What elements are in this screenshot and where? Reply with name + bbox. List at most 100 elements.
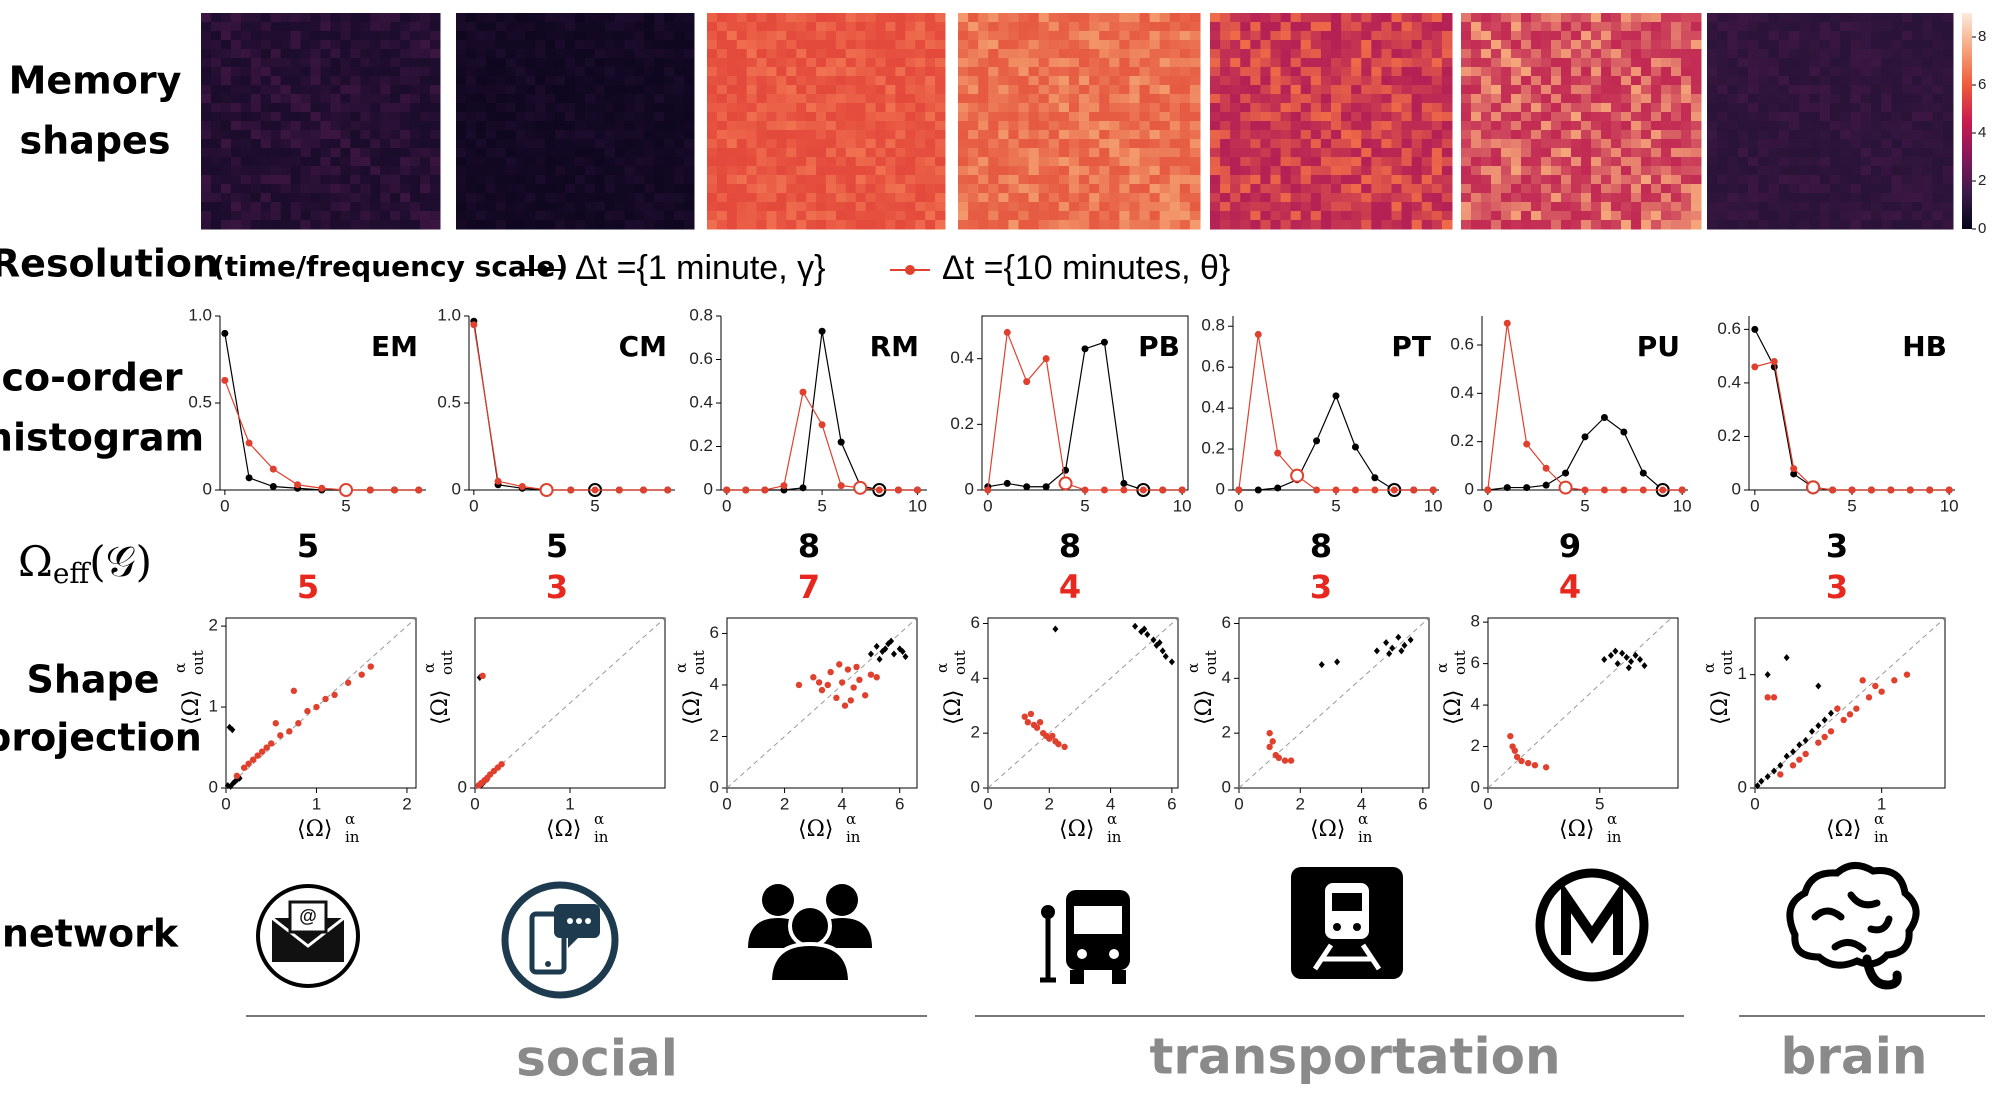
point: [818, 686, 826, 694]
heatmap-cell: [1571, 94, 1582, 104]
heatmap-cell: [1932, 31, 1944, 41]
heatmap-cell: [360, 202, 371, 212]
heatmap-cell: [1809, 193, 1821, 203]
heatmap-cell: [1611, 67, 1622, 77]
heatmap-cell: [1371, 31, 1382, 41]
heatmap-cell: [1581, 121, 1592, 131]
heatmap-cell: [310, 94, 321, 104]
heatmap-cell: [746, 202, 758, 212]
heatmap-cell: [1038, 40, 1050, 50]
heatmap-cell: [475, 22, 487, 32]
heatmap-cell: [1018, 148, 1030, 158]
heatmap-cell: [1421, 76, 1433, 86]
heatmap-cell: [1210, 220, 1221, 230]
heatmap-cell: [1707, 22, 1718, 32]
heatmap-cell: [1250, 94, 1261, 104]
heatmap-cell: [505, 130, 516, 140]
heatmap-cell: [1581, 22, 1592, 32]
heatmap-cell: [707, 85, 718, 95]
heatmap-cell: [684, 193, 695, 203]
heatmap-cell: [1371, 166, 1382, 176]
heatmap-cell: [1671, 148, 1682, 158]
heatmap-cell: [1401, 157, 1413, 167]
heatmap-cell: [664, 13, 675, 23]
heatmap-cell: [1079, 85, 1090, 95]
heatmap-cell: [575, 67, 586, 77]
heatmap-cell: [1401, 40, 1413, 50]
heatmap-cell: [456, 58, 467, 68]
heatmap-cell: [1942, 67, 1954, 77]
heatmap-cell: [1571, 157, 1582, 167]
heatmap-cell: [280, 94, 292, 104]
heatmap-cell: [875, 49, 886, 59]
point: [1796, 756, 1803, 763]
heatmap-cell: [664, 40, 675, 50]
heatmap-cell: [1471, 22, 1482, 32]
heatmap-cell: [826, 76, 837, 86]
heatmap-cell: [895, 211, 906, 221]
heatmap-cell: [1018, 103, 1030, 113]
heatmap-cell: [1541, 193, 1552, 203]
heatmap-cell: [280, 49, 292, 59]
heatmap-cell: [1391, 85, 1403, 95]
point: [1081, 345, 1089, 353]
heatmap-cell: [1109, 139, 1120, 149]
heatmap-cell: [430, 94, 441, 104]
heatmap-cell: [1737, 13, 1749, 23]
heatmap-cell: [1591, 166, 1602, 176]
heatmap-cell: [220, 85, 232, 95]
heatmap-cell: [1341, 94, 1352, 104]
heatmap-cell: [1290, 112, 1302, 122]
heatmap-cell: [1431, 49, 1443, 59]
heatmap-cell: [1099, 130, 1110, 140]
heatmap-cell: [1310, 49, 1322, 59]
heatmap-cell: [1331, 85, 1342, 95]
heatmap-cell: [390, 85, 401, 95]
heatmap-cell: [515, 85, 526, 95]
heatmap-cell: [988, 166, 999, 176]
heatmap-cell: [370, 130, 381, 140]
heatmap-cell: [1768, 103, 1780, 113]
point: [876, 655, 883, 663]
heatmap-cell: [1481, 148, 1492, 158]
heatmap-cell: [1809, 49, 1821, 59]
point: [1764, 694, 1771, 701]
heatmap-cell: [925, 103, 936, 113]
heatmap-cell: [756, 103, 767, 113]
heatmap-cell: [1018, 121, 1030, 131]
heatmap-cell: [1260, 175, 1271, 185]
heatmap-cell: [1511, 94, 1522, 104]
heatmap-cell: [978, 40, 989, 50]
heatmap-cell: [1220, 121, 1231, 131]
heatmap-cell: [855, 184, 867, 194]
heatmap-cell: [726, 85, 738, 95]
heatmap-cell: [1789, 121, 1800, 131]
heatmap-cell: [1018, 22, 1030, 32]
heatmap-cell: [624, 211, 635, 221]
heatmap-cell: [746, 85, 758, 95]
heatmap-cell: [664, 202, 675, 212]
heatmap-cell: [1901, 193, 1913, 203]
heatmap-cell: [1220, 184, 1231, 194]
heatmap-cell: [1210, 67, 1221, 77]
series-line: [726, 390, 918, 491]
heatmap-cell: [746, 94, 758, 104]
heatmap-cell: [1922, 130, 1933, 140]
heatmap-cell: [1361, 220, 1372, 230]
heatmap-cell: [1717, 175, 1728, 185]
heatmap-cell: [766, 49, 777, 59]
heatmap-cell: [1471, 175, 1482, 185]
heatmap-cell: [1139, 139, 1151, 149]
heatmap-cell: [575, 193, 586, 203]
heatmap-cell: [1631, 76, 1642, 86]
heatmap-cell: [707, 103, 718, 113]
heatmap-cell: [594, 76, 606, 86]
heatmap-cell: [796, 49, 807, 59]
heatmap-cell: [674, 175, 685, 185]
heatmap-cell: [935, 175, 946, 185]
heatmap-cell: [456, 40, 467, 50]
heatmap-cell: [1551, 22, 1562, 32]
heatmap-cell: [968, 58, 979, 68]
heatmap-cell: [1932, 202, 1944, 212]
heatmap-cell: [280, 157, 292, 167]
